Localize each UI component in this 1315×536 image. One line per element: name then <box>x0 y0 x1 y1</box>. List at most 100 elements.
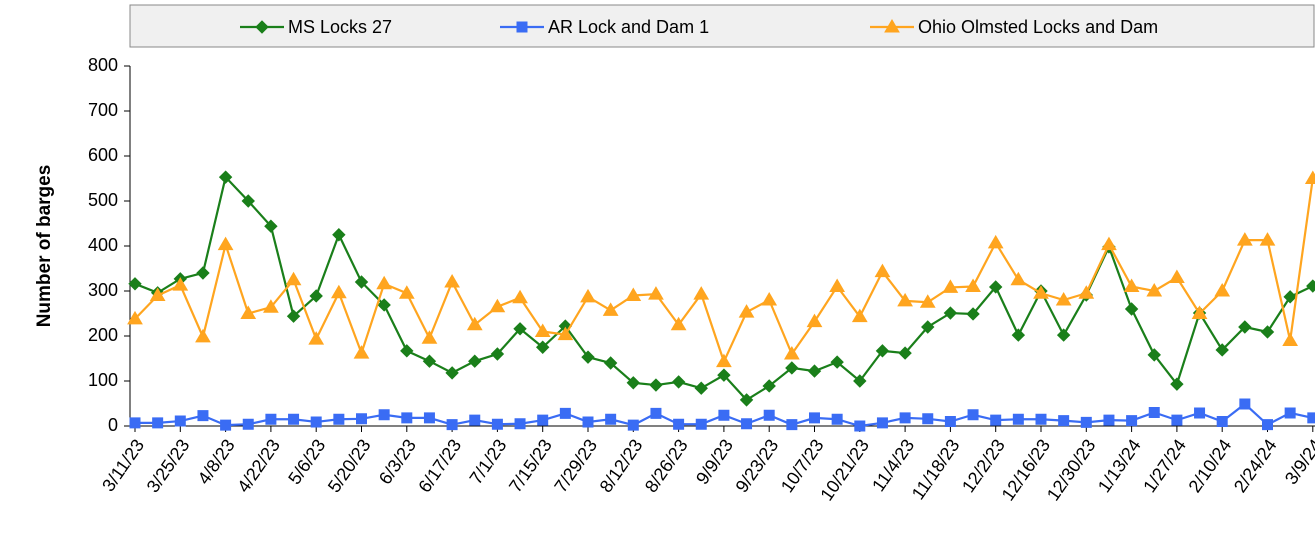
legend-marker <box>516 21 528 33</box>
data-point <box>559 407 571 419</box>
data-point <box>831 413 843 425</box>
x-tick-label: 3/25/23 <box>143 436 194 497</box>
legend-label: Ohio Olmsted Locks and Dam <box>918 17 1158 37</box>
data-point <box>693 286 710 300</box>
data-point <box>1283 290 1297 304</box>
data-point <box>217 236 234 251</box>
data-point <box>625 287 642 301</box>
y-tick-label: 800 <box>88 55 118 75</box>
data-point <box>717 368 731 382</box>
data-point <box>741 418 753 430</box>
data-point <box>1169 269 1185 283</box>
data-point <box>650 407 662 419</box>
data-point <box>1236 232 1253 246</box>
data-point <box>127 310 143 325</box>
data-point <box>1103 414 1115 426</box>
data-point <box>149 287 166 301</box>
data-point <box>378 409 390 421</box>
y-tick-label: 0 <box>108 415 118 435</box>
data-point <box>603 356 618 370</box>
data-point <box>1284 407 1296 419</box>
data-point <box>1124 302 1139 316</box>
data-point <box>537 414 549 426</box>
data-point <box>1056 328 1071 342</box>
y-axis-title: Number of barges <box>34 165 55 328</box>
data-point <box>785 361 799 375</box>
data-point <box>966 307 980 321</box>
data-point <box>1306 279 1315 293</box>
y-tick-label: 400 <box>88 235 118 255</box>
data-point <box>1035 413 1047 425</box>
x-tick-label: 2/24/24 <box>1230 436 1281 497</box>
data-point <box>557 326 574 341</box>
data-point <box>718 409 730 421</box>
data-point <box>762 379 776 393</box>
data-point <box>491 418 503 430</box>
x-tick-label: 2/10/24 <box>1185 436 1236 497</box>
data-point <box>851 308 868 323</box>
data-point <box>265 413 277 425</box>
x-tick-label: 5/6/23 <box>284 436 329 488</box>
data-point <box>513 322 527 336</box>
legend-marker <box>884 19 900 33</box>
data-point <box>854 420 866 432</box>
data-point <box>1146 283 1163 297</box>
data-point <box>809 412 820 424</box>
data-point <box>716 353 732 368</box>
data-point <box>921 320 935 334</box>
data-point <box>1191 305 1208 319</box>
data-point <box>1147 348 1161 362</box>
data-point <box>444 274 460 288</box>
data-point <box>1033 285 1049 299</box>
x-tick-label: 7/29/23 <box>550 436 601 497</box>
data-point <box>152 417 164 429</box>
x-tick-label: 1/27/24 <box>1139 436 1190 497</box>
legend-label: AR Lock and Dam 1 <box>548 17 709 37</box>
data-point <box>990 414 1002 426</box>
data-point <box>422 354 437 368</box>
data-point <box>807 364 822 378</box>
data-point <box>490 347 505 361</box>
data-point <box>786 419 798 431</box>
data-point <box>353 345 370 359</box>
data-point <box>582 416 594 428</box>
data-point <box>1055 292 1072 306</box>
data-point <box>898 346 912 360</box>
data-point <box>1238 320 1252 334</box>
data-point <box>308 331 325 345</box>
data-point <box>1259 232 1276 246</box>
data-point <box>649 378 663 392</box>
data-point <box>1194 407 1206 419</box>
data-point <box>401 412 413 424</box>
data-point <box>853 374 867 388</box>
data-point <box>1126 415 1138 427</box>
data-point <box>285 271 302 286</box>
data-point <box>1260 325 1275 339</box>
data-point <box>128 277 142 291</box>
data-point <box>309 289 323 303</box>
x-tick-label: 9/9/23 <box>692 436 737 488</box>
data-point <box>377 298 391 312</box>
y-tick-label: 300 <box>88 280 118 300</box>
data-point <box>333 413 345 425</box>
x-tick-label: 1/13/24 <box>1094 436 1145 497</box>
data-point <box>965 278 981 292</box>
data-point <box>580 288 596 303</box>
data-point <box>897 292 913 307</box>
data-point <box>421 330 438 344</box>
data-point <box>332 228 346 242</box>
data-point <box>1170 377 1184 391</box>
data-point <box>761 292 778 306</box>
x-tick-label: 5/20/23 <box>324 436 375 497</box>
data-point <box>943 306 958 320</box>
data-point <box>241 194 255 208</box>
series-line <box>134 178 1314 365</box>
data-point <box>875 344 890 358</box>
legend-marker <box>255 20 269 34</box>
data-point <box>648 286 664 300</box>
data-point <box>1214 283 1231 297</box>
data-point <box>988 280 1003 294</box>
data-point <box>830 355 844 369</box>
data-point <box>1239 398 1251 410</box>
